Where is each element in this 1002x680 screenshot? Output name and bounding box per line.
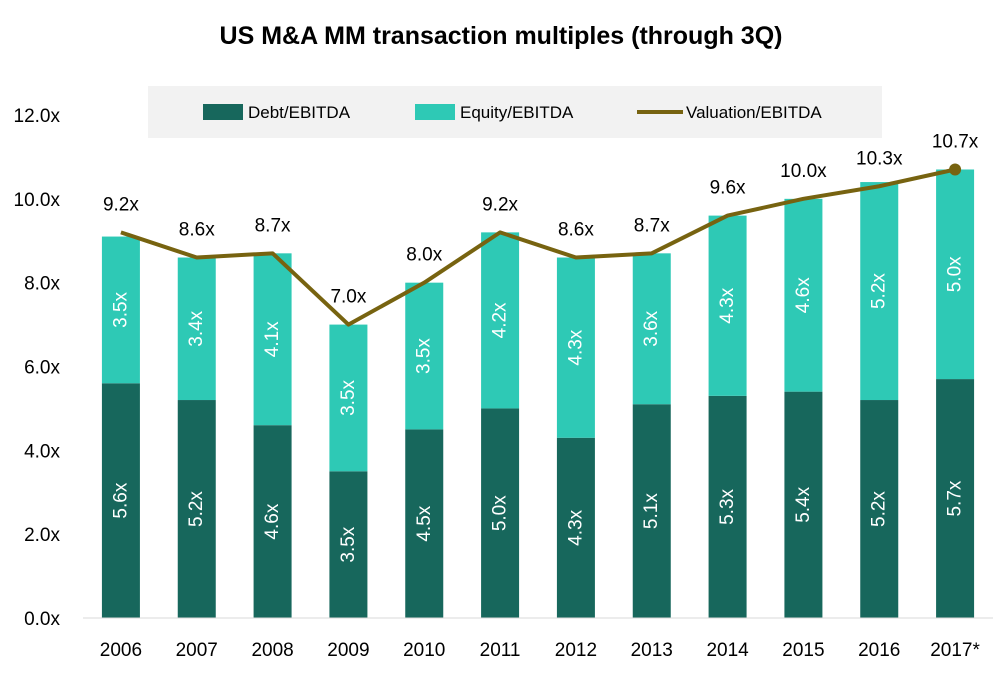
bar-equity-ebitda: [936, 169, 975, 380]
x-tick-label: 2017*: [930, 640, 980, 661]
bar-debt-ebitda: [556, 437, 595, 618]
x-tick-label: 2009: [327, 640, 369, 661]
debt-data-label: 5.3x: [717, 488, 738, 524]
debt-data-label: 3.5x: [338, 526, 359, 562]
bar-equity-ebitda: [481, 232, 520, 409]
valuation-data-label: 10.7x: [932, 131, 979, 152]
bar-debt-ebitda: [784, 391, 823, 618]
legend-swatch-equity: [415, 104, 455, 120]
equity-data-label: 4.6x: [793, 277, 814, 313]
legend-label-equity: Equity/EBITDA: [460, 103, 574, 122]
legend-label-valuation: Valuation/EBITDA: [686, 103, 822, 122]
debt-data-label: 5.2x: [186, 491, 207, 527]
x-tick-label: 2008: [251, 640, 293, 661]
equity-data-label: 3.6x: [641, 310, 662, 346]
bar-equity-ebitda: [860, 182, 899, 401]
y-tick-label: 8.0x: [24, 274, 60, 295]
bar-equity-ebitda: [405, 282, 444, 430]
x-tick-label: 2006: [100, 640, 142, 661]
debt-data-label: 4.3x: [565, 509, 586, 545]
equity-data-label: 4.1x: [262, 321, 283, 357]
chart-title: US M&A MM transaction multiples (through…: [219, 22, 783, 50]
valuation-line: [120, 167, 956, 327]
debt-data-label: 5.7x: [945, 480, 966, 516]
equity-data-label: 5.2x: [869, 273, 890, 309]
debt-data-label: 4.5x: [414, 505, 435, 541]
y-tick-label: 12.0x: [14, 106, 61, 127]
x-tick-label: 2013: [631, 640, 673, 661]
y-axis: 0.0x 2.0x 4.0x 6.0x 8.0x 10.0x 12.0x: [14, 106, 61, 630]
x-tick-label: 2015: [782, 640, 824, 661]
debt-data-label: 4.6x: [262, 503, 283, 539]
bar-equity-ebitda: [708, 215, 747, 396]
bar-equity-ebitda: [253, 253, 292, 426]
legend-background: [148, 86, 882, 138]
bar-debt-ebitda: [632, 404, 671, 618]
x-tick-label: 2011: [480, 640, 521, 661]
x-tick-label: 2012: [555, 640, 597, 661]
valuation-data-label: 8.7x: [634, 215, 670, 236]
bar-debt-ebitda: [936, 379, 975, 618]
bar-debt-ebitda: [481, 408, 520, 618]
y-tick-label: 10.0x: [14, 190, 61, 211]
legend: Debt/EBITDA Equity/EBITDA Valuation/EBIT…: [148, 86, 882, 138]
bar-debt-ebitda: [329, 471, 368, 618]
x-tick-label: 2016: [858, 640, 900, 661]
valuation-data-label: 10.0x: [780, 161, 827, 182]
equity-data-label: 3.5x: [338, 379, 359, 415]
equity-data-label: 5.0x: [945, 256, 966, 292]
bar-debt-ebitda: [708, 395, 747, 618]
bar-equity-ebitda: [101, 236, 140, 384]
equity-data-label: 4.3x: [565, 329, 586, 365]
valuation-end-marker: [949, 163, 962, 176]
valuation-data-label: 8.0x: [406, 245, 442, 266]
legend-swatch-debt: [203, 104, 243, 120]
bar-equity-ebitda: [784, 198, 823, 392]
x-tick-label: 2014: [706, 640, 749, 661]
y-tick-label: 2.0x: [24, 525, 60, 546]
valuation-data-label: 7.0x: [330, 287, 366, 308]
valuation-data-label: 8.6x: [558, 220, 594, 241]
valuation-data-label: 8.6x: [179, 220, 215, 241]
bar-equity-ebitda: [556, 257, 595, 438]
debt-data-label: 5.0x: [490, 495, 511, 531]
equity-data-label: 4.2x: [490, 302, 511, 338]
x-tick-label: 2010: [403, 640, 445, 661]
valuation-data-label: 9.6x: [710, 178, 746, 199]
x-axis: 2006 2007 2008 2009 2010 2011 2012 2013 2014 2015…: [83, 617, 993, 661]
valuation-data-label: 8.7x: [255, 215, 291, 236]
debt-data-label: 5.2x: [869, 491, 890, 527]
bar-debt-ebitda: [405, 429, 444, 618]
y-tick-label: 0.0x: [24, 609, 60, 630]
debt-data-label: 5.4x: [793, 486, 814, 522]
debt-data-label: 5.1x: [641, 493, 662, 529]
bar-equity-ebitda: [177, 257, 216, 401]
bars: 5.6x 3.5x 5.2x 3.4x 4.6x 4.1x 3.5x 3.5x 4.5x 3.5x…: [101, 169, 975, 618]
equity-data-label: 3.5x: [110, 291, 131, 327]
bar-debt-ebitda: [101, 383, 140, 618]
bar-debt-ebitda: [177, 400, 216, 618]
bar-equity-ebitda: [329, 324, 368, 472]
legend-label-debt: Debt/EBITDA: [248, 103, 351, 122]
equity-data-label: 4.3x: [717, 287, 738, 323]
debt-data-label: 5.6x: [110, 482, 131, 518]
x-tick-label: 2007: [176, 640, 218, 661]
equity-data-label: 3.5x: [414, 338, 435, 374]
y-tick-label: 6.0x: [24, 358, 60, 379]
bar-equity-ebitda: [632, 253, 671, 405]
equity-data-label: 3.4x: [186, 310, 207, 346]
bar-debt-ebitda: [860, 400, 899, 618]
valuation-data-label: 9.2x: [482, 194, 518, 215]
valuation-data-label: 9.2x: [103, 194, 139, 215]
y-tick-label: 4.0x: [24, 441, 60, 462]
valuation-data-label: 10.3x: [856, 148, 903, 169]
bar-debt-ebitda: [253, 425, 292, 618]
valuation-line-series: 9.2x 8.6x 8.7x 7.0x 8.0x 9.2x 8.6x 8.7x 9.6x 10.0…: [103, 131, 979, 327]
